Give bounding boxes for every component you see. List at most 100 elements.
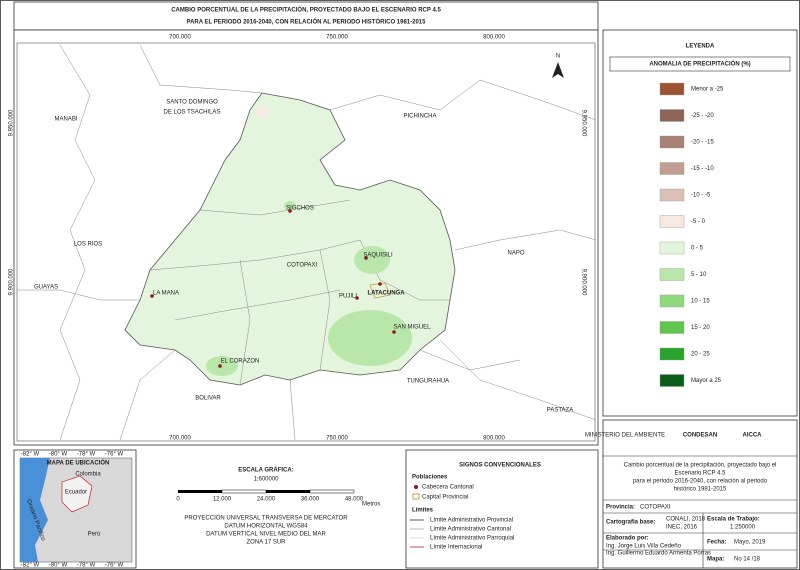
scale-unit: Metros bbox=[362, 502, 380, 508]
field-label: Fecha: bbox=[707, 540, 726, 546]
description: Cambio porcentual de la precipitación, p… bbox=[624, 463, 777, 469]
region-label: MANABI bbox=[54, 117, 77, 123]
y-coord: 9.900.000 bbox=[580, 269, 586, 296]
anomaly-patch bbox=[354, 246, 390, 274]
region-label: SANTO DOMINGO bbox=[166, 100, 218, 106]
location-title: MAPA DE UBICACIÓN bbox=[47, 459, 110, 467]
scale-tick: 24.000 bbox=[257, 497, 276, 503]
legend-label: Menor a -25 bbox=[691, 87, 724, 93]
legend-swatch bbox=[659, 374, 685, 387]
info-box bbox=[602, 419, 798, 569]
legend-subtitle: ANOMALIA DE PRECIPITACIÓN (%) bbox=[649, 60, 750, 68]
title: PARA EL PERIODO 2016-2040, CON RELACIÓN … bbox=[187, 18, 427, 26]
region-label: COTOPAXI bbox=[287, 263, 318, 269]
lon-label: -80° W bbox=[49, 563, 68, 569]
signs-box bbox=[405, 449, 599, 569]
legend-swatch bbox=[659, 82, 685, 96]
town-label: SIGCHOS bbox=[286, 206, 314, 212]
legend-label: 15 - 20 bbox=[691, 325, 710, 331]
field-label: Mapa: bbox=[707, 557, 724, 563]
legend-label: -25 - -20 bbox=[691, 113, 714, 119]
legend-label: 20 - 25 bbox=[691, 352, 710, 358]
scale-tick: 0 bbox=[176, 497, 180, 503]
region-label: BOLIVAR bbox=[195, 396, 221, 402]
town-label: LATACUNGA bbox=[367, 291, 405, 297]
legend-swatch bbox=[659, 294, 685, 308]
logo-text: AICCA bbox=[743, 433, 763, 439]
description: para el periodo 2016-2040, con relación … bbox=[633, 479, 768, 485]
logo-text: CONDESAN bbox=[683, 433, 717, 439]
lon-label: -78° W bbox=[77, 563, 96, 569]
scale-ratio: 1:600000 bbox=[253, 477, 279, 483]
title-box bbox=[13, 1, 599, 31]
signs-item: Límite Internacional bbox=[430, 545, 482, 551]
location-ecuador bbox=[61, 475, 93, 513]
legend-label: -10 - -5 bbox=[691, 193, 711, 199]
legend-label: Mayor a 25 bbox=[691, 378, 722, 384]
field-value: INEC, 2016 bbox=[666, 525, 698, 531]
town-dot bbox=[355, 296, 359, 300]
scale-tick: 48.000 bbox=[345, 497, 364, 503]
legend-swatch bbox=[659, 321, 685, 334]
anomaly-patch bbox=[328, 310, 412, 366]
north-label: N bbox=[556, 54, 560, 60]
scale-tick: 36.000 bbox=[301, 497, 320, 503]
projection-line: PROYECCIÓN UNIVERSAL TRANSVERSA DE MERCA… bbox=[184, 515, 348, 522]
town-dot bbox=[150, 294, 154, 298]
town-label: EL CORAZON bbox=[221, 359, 260, 365]
region-label: LOS RIOS bbox=[74, 242, 102, 248]
x-coord: 800.000 bbox=[483, 436, 505, 442]
region-label: GUAYAS bbox=[34, 285, 58, 291]
lon-label: -80° W bbox=[49, 452, 68, 458]
x-coord: 700.000 bbox=[169, 436, 191, 442]
field-value: Ing. Jorge Luis Villa Cedeño bbox=[606, 544, 682, 550]
legend-label: -20 - -15 bbox=[691, 140, 714, 146]
projection-line: DATUM VERTICAL NIVEL MEDIO DEL MAR bbox=[206, 532, 326, 538]
country-label: Ecuador bbox=[65, 490, 87, 496]
field-value: CONALI, 2018 bbox=[666, 517, 706, 523]
title: CAMBIO PORCENTUAL DE LA PRECIPITACIÓN, P… bbox=[171, 6, 441, 14]
legend-title: LEYENDA bbox=[686, 44, 715, 50]
legend-swatch bbox=[659, 135, 685, 149]
country-label: Colombia bbox=[75, 472, 101, 478]
region-label: PICHINCHA bbox=[403, 114, 436, 120]
lon-label: -82° W bbox=[21, 563, 40, 569]
logo-text: MINISTERIO DEL AMBIENTE bbox=[585, 433, 665, 439]
region-label: DE LOS TSACHILAS bbox=[164, 110, 221, 116]
legend-label: 5 - 10 bbox=[691, 272, 707, 278]
legend-swatch bbox=[659, 241, 685, 255]
field-value: No 14 /18 bbox=[734, 557, 761, 563]
town-label: PUJILI bbox=[339, 294, 357, 300]
country-label: Perú bbox=[88, 532, 101, 538]
legend-swatch bbox=[659, 162, 685, 175]
signs-item: Límite Administrativo Cantonal bbox=[430, 527, 511, 533]
lon-label: -76° W bbox=[105, 563, 124, 569]
scale-title: ESCALA GRÁFICA: bbox=[238, 467, 293, 474]
legend-label: 0 - 5 bbox=[691, 246, 704, 252]
legend-box bbox=[602, 29, 798, 417]
legend-swatch bbox=[659, 268, 685, 281]
legend-label: -5 - 0 bbox=[691, 219, 706, 225]
field-label: Cartografía base: bbox=[606, 520, 655, 526]
lon-label: -78° W bbox=[77, 452, 96, 458]
town-label: SAN MIGUEL bbox=[393, 325, 431, 331]
signs-item: Límite Administrativo Parroquial bbox=[430, 536, 514, 542]
anomaly-patch bbox=[284, 201, 296, 211]
y-coord: 9.900.000 bbox=[9, 268, 15, 295]
region-label: TUNGURAHUA bbox=[407, 379, 449, 385]
town-dot bbox=[218, 364, 222, 368]
x-coord: 800.000 bbox=[483, 35, 505, 41]
scale-bar bbox=[178, 489, 355, 494]
location-ocean bbox=[20, 458, 50, 562]
north-arrow bbox=[552, 62, 564, 78]
projection-line: DATUM HORIZONTAL WGS84 bbox=[224, 524, 308, 530]
legend-swatch bbox=[659, 215, 685, 228]
signs-symbols bbox=[410, 485, 424, 548]
legend-label: 10 - 15 bbox=[691, 299, 710, 305]
x-coord: 750.000 bbox=[326, 35, 348, 41]
y-coord: 9.950.000 bbox=[9, 109, 15, 136]
region-label: NAPO bbox=[507, 251, 524, 257]
town-dot bbox=[288, 209, 292, 213]
field-value: Ing. Guillermo Eduardo Armenta Porras bbox=[606, 551, 711, 557]
